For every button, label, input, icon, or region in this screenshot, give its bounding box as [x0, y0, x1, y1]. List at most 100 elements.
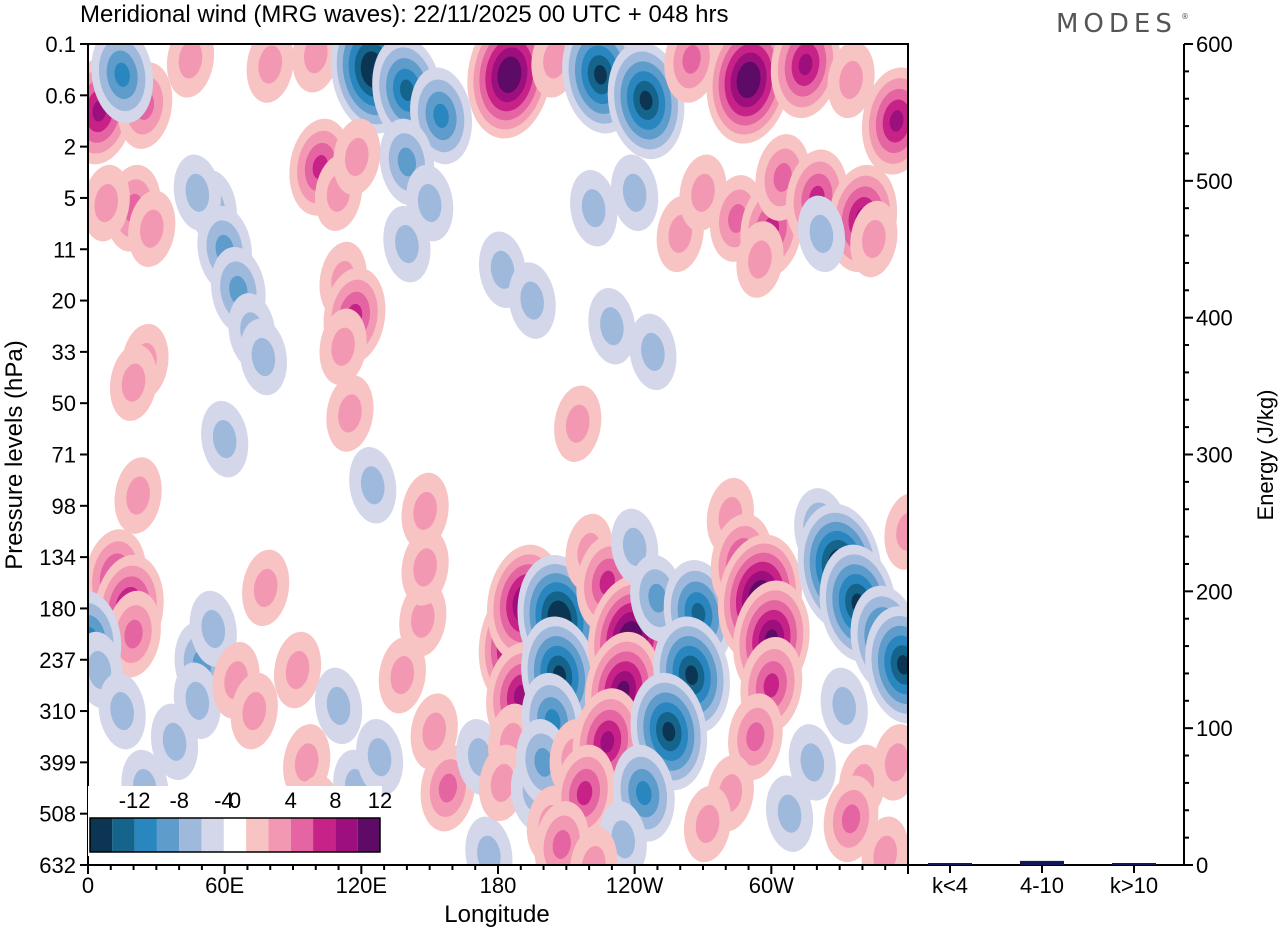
contour-blob [383, 205, 431, 283]
contour-level [490, 763, 515, 802]
contour-level [422, 712, 447, 751]
contour-level [88, 650, 112, 690]
contour-level [417, 183, 442, 223]
contour-level [367, 738, 392, 777]
contour-blob [554, 385, 602, 462]
contour-blob [788, 724, 836, 801]
contour-blob [467, 44, 552, 139]
modes-logo: MODES [1056, 9, 1177, 39]
contour-level [832, 686, 857, 726]
contour-blob [319, 308, 367, 386]
contour-level [326, 686, 351, 726]
contour-blob [823, 775, 879, 863]
energy-tick-label: 300 [1196, 443, 1233, 468]
contour-blob [98, 672, 146, 750]
contour-blob [91, 44, 154, 124]
contour-blob [410, 67, 473, 165]
contour-level [338, 394, 362, 433]
x-tick-label: 0 [82, 873, 94, 898]
contour-level [639, 90, 653, 111]
contour-level [581, 189, 606, 228]
colorbar-label: 8 [329, 788, 341, 813]
contour-level [110, 691, 134, 731]
contour-blob [401, 472, 449, 550]
x-tick-label: 120E [336, 873, 387, 898]
energy-category-label: 4-10 [1020, 873, 1064, 898]
energy-panel: 0 100 200 300 400 500 600 k<4 4-10 k>10 Energy (… [907, 32, 1278, 898]
y-tick-label: 5 [64, 186, 76, 211]
contour-level [841, 804, 861, 834]
contour-blob [114, 457, 162, 534]
colorbar: -12 -8 -40 4 8 12 [88, 786, 392, 856]
contour-level [124, 619, 143, 649]
contour-blob [355, 718, 404, 796]
energy-tick-label: 100 [1196, 716, 1233, 741]
energy-bar [1020, 860, 1064, 865]
contour-blob [570, 169, 618, 247]
contour-level [763, 673, 780, 698]
y-tick-label: 11 [53, 237, 76, 262]
y-tick-label: 2 [64, 135, 76, 160]
energy-tick-label: 400 [1196, 306, 1233, 331]
contour-blob [378, 636, 426, 714]
contour-blob [242, 549, 290, 627]
contour-blob [326, 375, 374, 452]
contour-level [253, 568, 278, 607]
contour-blob [820, 667, 868, 745]
pressure-axis: 0.1 0.6 2 5 11 20 33 50 71 98 134 180 237 310 399 508 63… [39, 32, 88, 878]
contour-level [242, 691, 267, 731]
energy-tick-label: 0 [1196, 853, 1208, 878]
contour-blob [706, 44, 791, 144]
contour-level [399, 79, 414, 101]
contour-level [534, 747, 553, 777]
contour-blob [239, 318, 287, 396]
modes-logo-mark: ® [1181, 12, 1194, 21]
contour-level [185, 173, 210, 212]
contour-level [178, 44, 203, 79]
energy-bar [1112, 863, 1156, 865]
contour-level [565, 404, 590, 443]
contour-blob [314, 667, 363, 745]
y-tick-label: 20 [52, 289, 76, 314]
contour-blob [607, 44, 685, 160]
contour-level [520, 281, 544, 320]
contour-level [212, 420, 237, 459]
contour-blob [349, 447, 397, 524]
contour-blob [534, 801, 590, 865]
contour-blob [683, 785, 732, 863]
energy-category-label: k<4 [932, 873, 968, 898]
contour-level [594, 65, 607, 85]
contour-level [543, 44, 567, 79]
contour-level [413, 548, 437, 587]
colorbar-labels: -12 -8 -40 4 8 12 [119, 788, 393, 813]
colorbar-label: -4 [214, 788, 234, 813]
y-tick-label: 237 [39, 648, 76, 673]
contour-level [285, 650, 310, 690]
contour-level [126, 476, 150, 515]
y-tick-label: 0.1 [45, 32, 76, 57]
colorbar-label: -12 [119, 788, 151, 813]
contour-level [884, 743, 908, 782]
colorbar-label: 12 [368, 788, 392, 813]
contour-level [438, 773, 458, 803]
contour-blob [166, 44, 215, 98]
contour-level [395, 225, 419, 264]
contour-level [201, 609, 226, 649]
colorbar-swatch [179, 818, 202, 852]
contour-level [862, 219, 886, 259]
contour-level [490, 250, 515, 289]
energy-axis: 0 100 200 300 400 500 600 [1184, 32, 1233, 878]
contour-level [397, 147, 417, 177]
contour-level [360, 466, 385, 505]
contour-blob [827, 44, 875, 119]
contour-level [258, 45, 283, 84]
contour-level [746, 722, 765, 752]
contour-level [139, 209, 164, 248]
energy-tick-label: 600 [1196, 32, 1233, 57]
contour-level [552, 830, 571, 859]
contour-blob [865, 606, 908, 724]
y-tick-label: 33 [52, 340, 76, 365]
y-tick-label: 632 [39, 853, 76, 878]
colorbar-swatch [268, 818, 291, 852]
